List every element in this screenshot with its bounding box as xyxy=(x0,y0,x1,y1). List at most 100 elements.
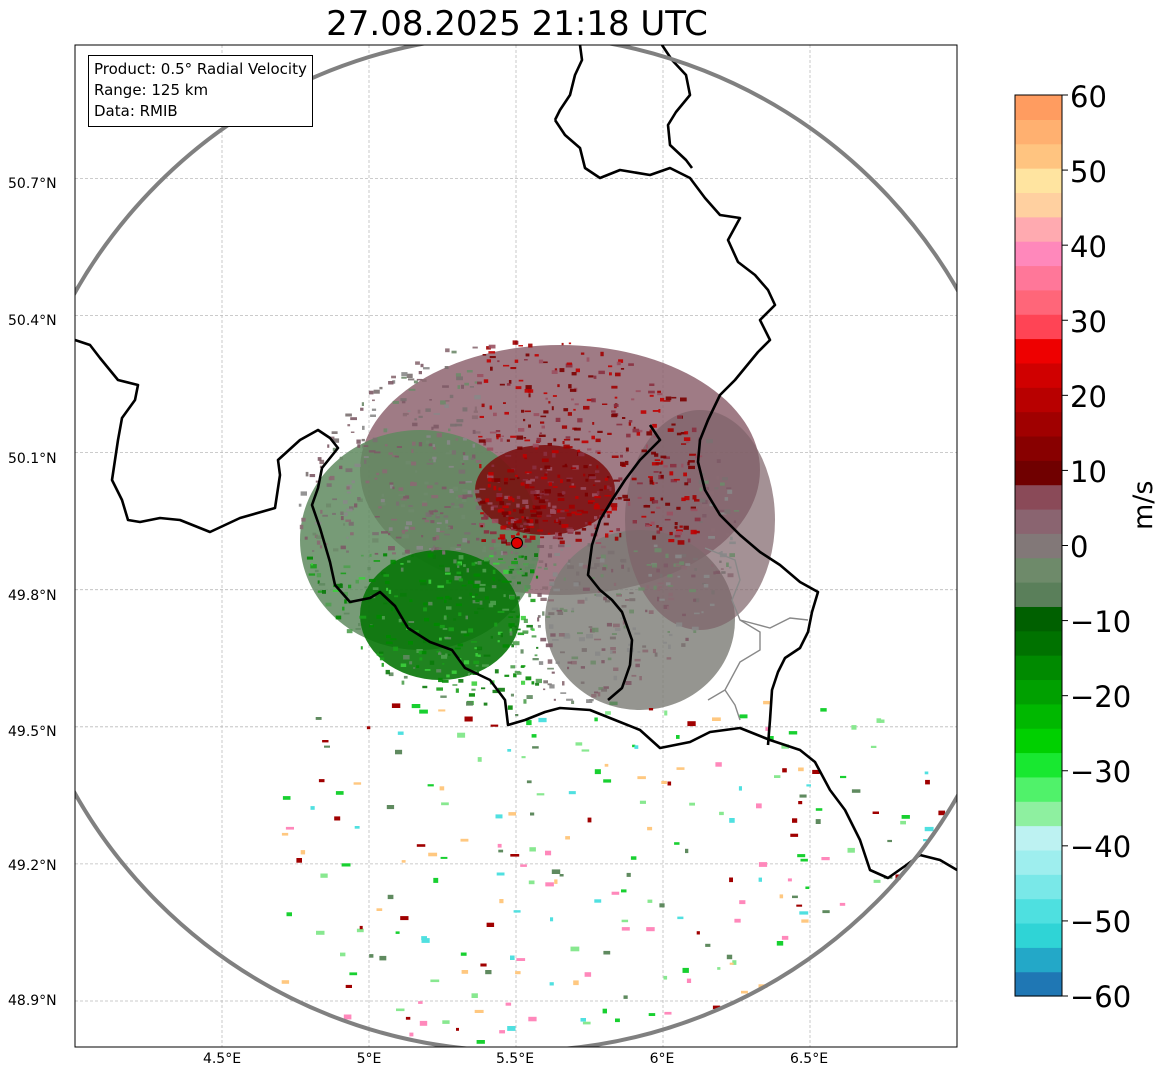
echo-speckle xyxy=(528,523,534,526)
echo-speckle xyxy=(373,389,380,394)
echo-speckle xyxy=(547,442,552,446)
echo-speckle xyxy=(402,534,409,539)
echo-speckle xyxy=(515,518,519,521)
echo-speckle xyxy=(407,410,411,412)
echo-speckle xyxy=(366,726,371,730)
echo-speckle xyxy=(322,590,326,594)
echo-speckle xyxy=(508,380,512,384)
echo-speckle xyxy=(665,582,671,586)
echo-speckle xyxy=(589,577,596,579)
echo-speckle xyxy=(470,457,474,460)
echo-speckle xyxy=(560,692,567,694)
echo-speckle xyxy=(381,662,384,667)
echo-speckle xyxy=(676,506,681,510)
echo-speckle xyxy=(346,491,351,494)
echo-speckle xyxy=(362,425,365,430)
echo-speckle xyxy=(359,615,367,619)
echo-speckle xyxy=(613,404,619,407)
echo-speckle xyxy=(513,566,520,571)
echo-speckle xyxy=(453,548,461,550)
echo-speckle xyxy=(594,527,598,530)
echo-speckle xyxy=(669,471,674,476)
echo-speckle xyxy=(716,459,721,463)
echo-speckle xyxy=(709,491,715,495)
echo-speckle xyxy=(350,532,354,536)
echo-speckle xyxy=(528,1016,537,1022)
echo-speckle xyxy=(379,386,383,390)
echo-speckle xyxy=(504,411,509,415)
echo-speckle xyxy=(654,453,659,457)
echo-speckle xyxy=(514,625,517,628)
echo-speckle xyxy=(511,582,514,587)
echo-speckle xyxy=(465,494,473,498)
echo-speckle xyxy=(456,571,462,575)
echo-speckle xyxy=(524,439,531,442)
echo-speckle xyxy=(873,879,881,883)
echo-speckle xyxy=(560,479,563,484)
echo-speckle xyxy=(627,567,630,572)
echo-speckle xyxy=(431,495,439,499)
echo-speckle xyxy=(604,477,609,481)
echo-speckle xyxy=(531,681,535,685)
echo-speckle xyxy=(541,425,545,429)
echo-speckle xyxy=(490,366,493,371)
echo-speckle xyxy=(585,597,588,601)
echo-speckle xyxy=(463,455,469,461)
echo-speckle xyxy=(312,532,317,536)
echo-speckle xyxy=(580,487,587,490)
echo-speckle xyxy=(655,482,658,484)
echo-speckle xyxy=(544,473,548,476)
echo-speckle xyxy=(400,398,407,402)
echo-speckle xyxy=(699,521,703,523)
echo-speckle xyxy=(498,579,501,582)
echo-speckle xyxy=(586,357,590,362)
echo-speckle xyxy=(483,654,491,657)
echo-speckle xyxy=(543,567,548,570)
echo-speckle xyxy=(522,454,527,458)
echo-speckle xyxy=(369,624,374,628)
echo-speckle xyxy=(438,652,442,655)
echo-speckle xyxy=(676,529,683,532)
echo-speckle xyxy=(445,595,450,599)
echo-speckle xyxy=(441,654,448,659)
echo-speckle xyxy=(938,810,946,816)
echo-speckle xyxy=(535,447,538,450)
echo-speckle xyxy=(536,646,539,649)
echo-speckle xyxy=(586,634,593,639)
echo-speckle xyxy=(627,501,631,506)
echo-speckle xyxy=(421,938,430,943)
echo-speckle xyxy=(516,671,522,675)
echo-speckle xyxy=(505,528,510,531)
echo-speckle xyxy=(440,695,447,698)
echo-speckle xyxy=(310,564,317,569)
echo-speckle xyxy=(615,372,621,377)
echo-speckle xyxy=(561,491,566,494)
echo-speckle xyxy=(343,612,350,615)
echo-speckle xyxy=(304,536,308,540)
echo-speckle xyxy=(613,582,617,586)
echo-speckle xyxy=(659,903,665,908)
echo-speckle xyxy=(286,912,292,917)
echo-speckle xyxy=(552,453,556,458)
echo-speckle xyxy=(518,379,524,382)
echo-speckle xyxy=(471,523,476,525)
echo-speckle xyxy=(872,811,879,814)
echo-speckle xyxy=(534,354,539,357)
echo-speckle xyxy=(353,782,362,785)
echo-speckle xyxy=(645,609,648,613)
echo-speckle xyxy=(440,512,444,515)
colorbar-band xyxy=(1015,411,1062,437)
echo-speckle xyxy=(433,545,436,549)
echo-speckle xyxy=(632,744,636,748)
echo-speckle xyxy=(479,600,483,605)
border-north-east xyxy=(660,45,694,169)
echo-speckle xyxy=(529,847,536,852)
echo-speckle xyxy=(684,482,689,486)
echo-speckle xyxy=(456,419,464,423)
echo-speckle xyxy=(615,498,617,500)
echo-speckle xyxy=(389,482,394,485)
echo-speckle xyxy=(334,816,341,821)
echo-speckle xyxy=(718,552,721,555)
echo-speckle xyxy=(726,954,733,960)
echo-speckle xyxy=(851,789,861,793)
